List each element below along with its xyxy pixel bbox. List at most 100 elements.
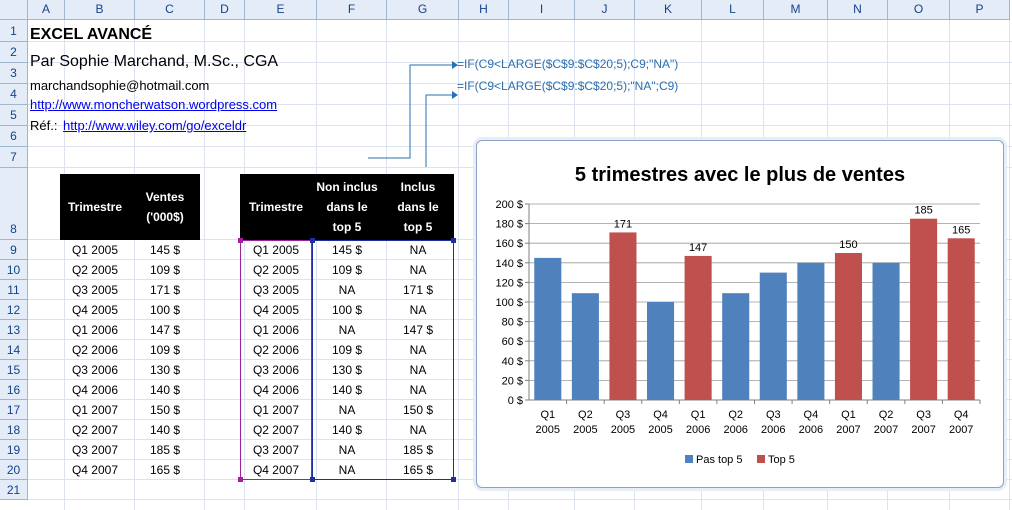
range-handle[interactable] bbox=[310, 238, 315, 243]
row-header-10[interactable]: 10 bbox=[0, 260, 28, 280]
row-header-19[interactable]: 19 bbox=[0, 440, 28, 460]
row-header-8[interactable]: 8 bbox=[0, 168, 28, 240]
table2-cell[interactable]: NA bbox=[338, 463, 356, 477]
table1-cell[interactable]: 147 $ bbox=[149, 323, 181, 337]
column-header-c[interactable]: C bbox=[135, 0, 205, 20]
table1-cell[interactable]: Q4 2006 bbox=[71, 383, 119, 397]
table1-cell[interactable]: 150 $ bbox=[149, 403, 181, 417]
table2-cell[interactable]: Q2 2006 bbox=[252, 343, 300, 357]
table2-cell[interactable]: NA bbox=[409, 383, 427, 397]
range-handle[interactable] bbox=[451, 477, 456, 482]
column-header-j[interactable]: J bbox=[575, 0, 635, 20]
table2-cell[interactable]: Q1 2005 bbox=[252, 243, 300, 257]
row-header-2[interactable]: 2 bbox=[0, 42, 28, 63]
range-handle[interactable] bbox=[238, 477, 243, 482]
ref-link[interactable]: http://www.wiley.com/go/exceldr bbox=[63, 118, 247, 133]
table1-cell[interactable]: 171 $ bbox=[149, 283, 181, 297]
range-handle[interactable] bbox=[310, 477, 315, 482]
column-header-e[interactable]: E bbox=[245, 0, 317, 20]
table1-cell[interactable]: Q4 2007 bbox=[71, 463, 119, 477]
table1-cell[interactable]: 109 $ bbox=[149, 263, 181, 277]
table2-cell[interactable]: NA bbox=[338, 323, 356, 337]
row-header-17[interactable]: 17 bbox=[0, 400, 28, 420]
row-header-4[interactable]: 4 bbox=[0, 84, 28, 105]
table2-cell[interactable]: 185 $ bbox=[402, 443, 434, 457]
table2-cell[interactable]: 140 $ bbox=[331, 423, 363, 437]
row-header-21[interactable]: 21 bbox=[0, 480, 28, 500]
table2-cell[interactable]: 145 $ bbox=[331, 243, 363, 257]
table2-cell[interactable]: Q4 2005 bbox=[252, 303, 300, 317]
range-handle[interactable] bbox=[238, 238, 243, 243]
row-header-3[interactable]: 3 bbox=[0, 63, 28, 84]
table2-cell[interactable]: Q3 2006 bbox=[252, 363, 300, 377]
row-header-13[interactable]: 13 bbox=[0, 320, 28, 340]
select-all-corner[interactable] bbox=[0, 0, 28, 20]
table1-cell[interactable]: 130 $ bbox=[149, 363, 181, 377]
row-header-9[interactable]: 9 bbox=[0, 240, 28, 260]
bar-chart[interactable]: 5 trimestres avec le plus de ventes 0 $ 20… bbox=[477, 141, 1003, 487]
table2-cell[interactable]: Q1 2006 bbox=[252, 323, 300, 337]
row-header-20[interactable]: 20 bbox=[0, 460, 28, 480]
table2-cell[interactable]: Q1 2007 bbox=[252, 403, 300, 417]
table1-cell[interactable]: 100 $ bbox=[149, 303, 181, 317]
row-header-6[interactable]: 6 bbox=[0, 126, 28, 147]
column-header-b[interactable]: B bbox=[65, 0, 135, 20]
table1-cell[interactable]: Q2 2007 bbox=[71, 423, 119, 437]
table1-cell[interactable]: Q3 2006 bbox=[71, 363, 119, 377]
table2-cell[interactable]: NA bbox=[338, 283, 356, 297]
row-header-14[interactable]: 14 bbox=[0, 340, 28, 360]
chart-frame[interactable]: 5 trimestres avec le plus de ventes 0 $ 20… bbox=[476, 140, 1004, 488]
table2-cell[interactable]: NA bbox=[338, 443, 356, 457]
table2-cell[interactable]: 109 $ bbox=[331, 263, 363, 277]
table2-cell[interactable]: 171 $ bbox=[402, 283, 434, 297]
row-header-1[interactable]: 1 bbox=[0, 20, 28, 42]
table2-cell[interactable]: Q2 2005 bbox=[252, 263, 300, 277]
column-header-h[interactable]: H bbox=[459, 0, 509, 20]
table2-cell[interactable]: 100 $ bbox=[331, 303, 363, 317]
table2-cell[interactable]: NA bbox=[409, 303, 427, 317]
row-header-5[interactable]: 5 bbox=[0, 105, 28, 126]
table2-cell[interactable]: Q4 2006 bbox=[252, 383, 300, 397]
column-header-l[interactable]: L bbox=[702, 0, 764, 20]
table1-cell[interactable]: Q1 2007 bbox=[71, 403, 119, 417]
table2-cell[interactable]: NA bbox=[409, 423, 427, 437]
table1-cell[interactable]: Q2 2006 bbox=[71, 343, 119, 357]
table1-cell[interactable]: 165 $ bbox=[149, 463, 181, 477]
table1-cell[interactable]: Q4 2005 bbox=[71, 303, 119, 317]
column-header-f[interactable]: F bbox=[317, 0, 387, 20]
table2-cell[interactable]: Q3 2007 bbox=[252, 443, 300, 457]
table2-cell[interactable]: Q4 2007 bbox=[252, 463, 300, 477]
table1-cell[interactable]: 140 $ bbox=[149, 383, 181, 397]
column-header-m[interactable]: M bbox=[764, 0, 828, 20]
table1-cell[interactable]: Q3 2007 bbox=[71, 443, 119, 457]
row-header-7[interactable]: 7 bbox=[0, 147, 28, 168]
table2-cell[interactable]: 147 $ bbox=[402, 323, 434, 337]
column-header-o[interactable]: O bbox=[888, 0, 950, 20]
table1-cell[interactable]: Q1 2005 bbox=[71, 243, 119, 257]
table2-cell[interactable]: Q3 2005 bbox=[252, 283, 300, 297]
table2-cell[interactable]: 165 $ bbox=[402, 463, 434, 477]
table1-cell[interactable]: Q3 2005 bbox=[71, 283, 119, 297]
column-header-d[interactable]: D bbox=[205, 0, 245, 20]
table1-cell[interactable]: 145 $ bbox=[149, 243, 181, 257]
row-header-11[interactable]: 11 bbox=[0, 280, 28, 300]
column-header-i[interactable]: I bbox=[509, 0, 575, 20]
table2-cell[interactable]: NA bbox=[409, 243, 427, 257]
row-header-16[interactable]: 16 bbox=[0, 380, 28, 400]
table1-cell[interactable]: 140 $ bbox=[149, 423, 181, 437]
column-header-k[interactable]: K bbox=[635, 0, 702, 20]
table2-cell[interactable]: 150 $ bbox=[402, 403, 434, 417]
range-handle[interactable] bbox=[451, 238, 456, 243]
table1-cell[interactable]: Q1 2006 bbox=[71, 323, 119, 337]
table2-cell[interactable]: NA bbox=[338, 403, 356, 417]
table2-cell[interactable]: 130 $ bbox=[331, 363, 363, 377]
table2-cell[interactable]: NA bbox=[409, 263, 427, 277]
row-header-12[interactable]: 12 bbox=[0, 300, 28, 320]
table2-cell[interactable]: NA bbox=[409, 363, 427, 377]
table1-cell[interactable]: 185 $ bbox=[149, 443, 181, 457]
website-link[interactable]: http://www.moncherwatson.wordpress.com bbox=[30, 97, 278, 112]
table1-cell[interactable]: Q2 2005 bbox=[71, 263, 119, 277]
table2-cell[interactable]: NA bbox=[409, 343, 427, 357]
table2-cell[interactable]: 140 $ bbox=[331, 383, 363, 397]
column-header-g[interactable]: G bbox=[387, 0, 459, 20]
